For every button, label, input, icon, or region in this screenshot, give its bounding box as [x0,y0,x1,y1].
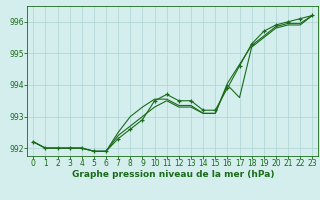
X-axis label: Graphe pression niveau de la mer (hPa): Graphe pression niveau de la mer (hPa) [72,170,274,179]
